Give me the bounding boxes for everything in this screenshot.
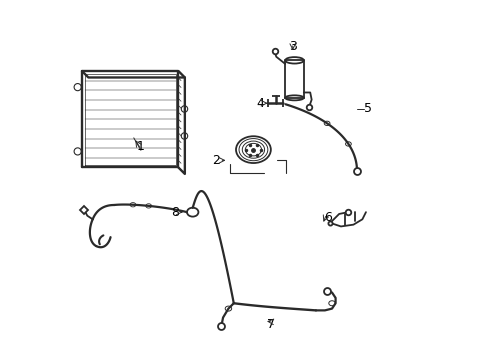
Ellipse shape <box>186 208 198 217</box>
Ellipse shape <box>328 301 335 306</box>
Ellipse shape <box>225 306 231 311</box>
Text: 6: 6 <box>324 211 332 224</box>
Text: 7: 7 <box>267 318 275 331</box>
Ellipse shape <box>285 57 303 64</box>
Text: 8: 8 <box>170 206 179 219</box>
Ellipse shape <box>130 203 136 207</box>
Text: 2: 2 <box>212 154 220 167</box>
Text: 4: 4 <box>256 97 264 110</box>
Ellipse shape <box>285 95 303 100</box>
Ellipse shape <box>145 204 151 208</box>
Ellipse shape <box>345 142 350 146</box>
Text: 3: 3 <box>288 40 296 53</box>
Text: 1: 1 <box>137 140 144 153</box>
Ellipse shape <box>324 121 329 126</box>
Text: 5: 5 <box>363 102 371 115</box>
